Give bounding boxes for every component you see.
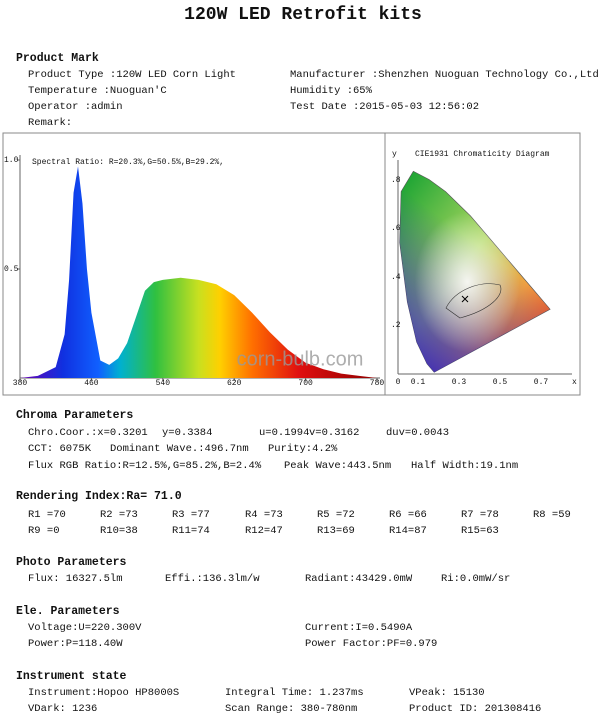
field: Temperature :Nuoguan'C (28, 85, 167, 97)
field: R9 =0 (28, 525, 60, 537)
field: R11=74 (172, 525, 210, 537)
cie-x-label: x (572, 378, 577, 387)
plot-frame (2, 132, 581, 396)
field: Peak Wave:443.5nm (284, 460, 391, 472)
field: Product Type :120W LED Corn Light (28, 69, 236, 81)
point (461, 295, 469, 303)
cie-x-tick-label: 0 (396, 378, 401, 387)
x-tick-label: 780 (370, 379, 385, 388)
cie-x-tick-label: 0.7 (534, 378, 549, 387)
field: Scan Range: 380-780nm (225, 703, 357, 715)
cie-y-label: y (392, 150, 397, 159)
spectrum: 1.0 0.5 380 460 540 620 700 780 (4, 156, 384, 388)
spectrum-area (20, 166, 377, 378)
y-tick-label: 1.0 (4, 156, 19, 165)
cie-y-tick-label: .4 (391, 273, 401, 282)
field: Voltage:U=220.300V (28, 622, 142, 634)
section-heading: Chroma Parameters (16, 409, 133, 422)
title: 120W LED Retrofit kits (184, 5, 422, 25)
field: Operator :admin (28, 101, 123, 113)
field: VPeak: 15130 (409, 687, 485, 699)
section-heading: Product Mark (16, 52, 99, 65)
field: Humidity :65% (290, 85, 373, 97)
cie-y-tick-label: .8 (391, 176, 401, 185)
body: Product Mark Product Type :120W LED Corn … (16, 52, 599, 715)
field: u=0.1994 (259, 427, 309, 439)
field: Dominant Wave.:496.7nm (110, 443, 249, 455)
cie-title: CIE1931 Chromaticity Diagram (415, 150, 550, 159)
cie-y-tick-label: .6 (391, 224, 401, 233)
field: R7 =78 (461, 509, 499, 521)
cie-diagram: y CIE1931 Chromaticity Diagram x .8 .6 .4.… (391, 150, 577, 387)
field: R12=47 (245, 525, 283, 537)
field: Flux RGB Ratio:R=12.5%,G=85.2%,B=2.4% (28, 460, 262, 472)
cie-x-tick-label: 0.5 (493, 378, 508, 387)
field: Power:P=118.40W (28, 638, 123, 650)
field: Manufacturer :Shenzhen Nuoguan Technolog… (290, 69, 599, 81)
field: CCT: 6075K (28, 443, 92, 455)
x-tick-label: 540 (156, 379, 171, 388)
field: R3 =77 (172, 509, 210, 521)
field: Radiant:43429.0mW (305, 573, 413, 585)
field: y=0.3384 (162, 427, 212, 439)
field: Integral Time: 1.237ms (225, 687, 364, 699)
field: Power Factor:PF=0.979 (305, 638, 437, 650)
field: Flux: 16327.5lm (28, 573, 123, 585)
cie-y-tick-label: .2 (391, 321, 401, 330)
x-tick-label: 460 (84, 379, 99, 388)
field: Product ID: 201308416 (409, 703, 541, 715)
x-tick-label: 620 (227, 379, 242, 388)
field: R10=38 (100, 525, 138, 537)
field: Ri:0.0mW/sr (441, 573, 510, 585)
spectral-ratio: Spectral Ratio: R=20.3%,G=50.5%,B=29.2%, (32, 158, 224, 167)
field: Purity:4.2% (268, 443, 338, 455)
cie-white (399, 171, 551, 373)
field: R4 =73 (245, 509, 283, 521)
x-tick-label: 380 (13, 379, 28, 388)
cie-x-tick-label: 0.3 (452, 378, 467, 387)
field: R6 =66 (389, 509, 427, 521)
section-heading: Photo Parameters (16, 556, 127, 569)
field: Remark: (28, 117, 72, 129)
field: R2 =73 (100, 509, 138, 521)
y-tick-label: 0.5 (4, 265, 19, 274)
field: Instrument:Hopoo HP8000S (28, 687, 179, 699)
field: Current:I=0.5490A (305, 622, 413, 634)
section-heading: Ele. Parameters (16, 605, 120, 618)
field: R8 =59 (533, 509, 571, 521)
watermark: corn-bulb.com (237, 348, 364, 370)
field: duv=0.0043 (386, 427, 449, 439)
field: R14=87 (389, 525, 427, 537)
cie-x-tick-label: 0.1 (411, 378, 426, 387)
field: R5 =72 (317, 509, 355, 521)
x-tick-label: 700 (298, 379, 313, 388)
section-heading: Rendering Index:Ra= 71.0 (16, 490, 182, 503)
field: v=0.3162 (309, 427, 359, 439)
field: Half Width:19.1nm (411, 460, 518, 472)
field: Test Date :2015-05-03 12:56:02 (290, 101, 479, 113)
section-heading: Instrument state (16, 670, 127, 683)
field: R15=63 (461, 525, 499, 537)
field: R1 =70 (28, 509, 66, 521)
planckian (445, 283, 502, 319)
field: Effi.:136.3lm/w (165, 573, 260, 585)
field: Chro.Coor.:x=0.3201 (28, 427, 148, 439)
field: R13=69 (317, 525, 355, 537)
field: VDark: 1236 (28, 703, 97, 715)
